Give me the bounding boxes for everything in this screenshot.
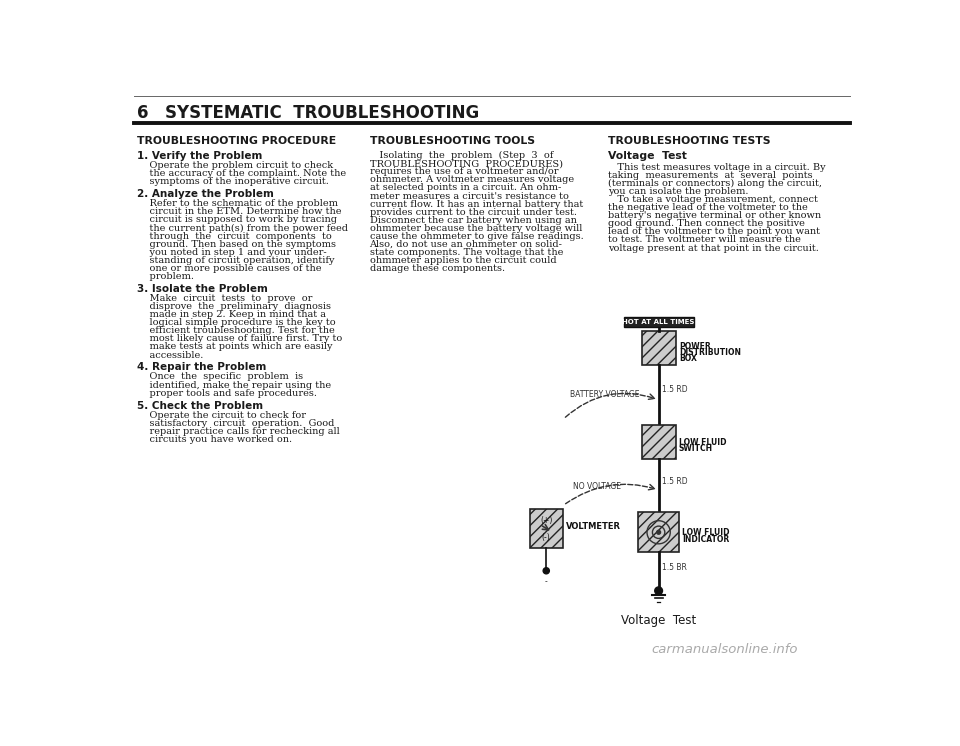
- Text: through  the  circuit  components  to: through the circuit components to: [137, 231, 332, 240]
- Text: POWER: POWER: [679, 342, 710, 351]
- Text: problem.: problem.: [137, 272, 194, 281]
- Text: disprove  the  preliminary  diagnosis: disprove the preliminary diagnosis: [137, 302, 331, 311]
- Text: Operate the problem circuit to check: Operate the problem circuit to check: [137, 161, 333, 170]
- Text: INDICATOR: INDICATOR: [682, 535, 730, 544]
- Text: you can isolate the problem.: you can isolate the problem.: [609, 187, 749, 196]
- Bar: [641, 331, 676, 366]
- Text: the negative lead of the voltmeter to the: the negative lead of the voltmeter to th…: [609, 203, 808, 212]
- Text: symptoms of the inoperative circuit.: symptoms of the inoperative circuit.: [137, 178, 329, 186]
- Text: 1.5 RD: 1.5 RD: [662, 477, 688, 486]
- Text: 1.5 RD: 1.5 RD: [662, 384, 688, 394]
- Text: (terminals or connectors) along the circuit,: (terminals or connectors) along the circ…: [609, 179, 823, 188]
- Text: requires the use of a voltmeter and/or: requires the use of a voltmeter and/or: [370, 167, 558, 176]
- Text: LOW FLUID: LOW FLUID: [679, 438, 727, 447]
- Circle shape: [543, 568, 549, 574]
- Text: DISTRIBUTION: DISTRIBUTION: [679, 348, 741, 357]
- Text: efficient troubleshooting. Test for the: efficient troubleshooting. Test for the: [137, 326, 335, 335]
- Text: ohmmeter applies to the circuit could: ohmmeter applies to the circuit could: [370, 256, 556, 266]
- Text: 2. Analyze the Problem: 2. Analyze the Problem: [137, 189, 274, 199]
- Text: state components. The voltage that the: state components. The voltage that the: [370, 248, 563, 257]
- Text: make tests at points which are easily: make tests at points which are easily: [137, 342, 332, 351]
- Text: damage these components.: damage these components.: [370, 264, 505, 273]
- Text: cause the ohmmeter to give false readings.: cause the ohmmeter to give false reading…: [370, 232, 584, 241]
- Text: provides current to the circuit under test.: provides current to the circuit under te…: [370, 207, 577, 217]
- Text: carmanualsonline.info: carmanualsonline.info: [651, 643, 798, 656]
- Text: battery's negative terminal or other known: battery's negative terminal or other kno…: [609, 211, 822, 220]
- Text: 4. Repair the Problem: 4. Repair the Problem: [137, 363, 267, 372]
- Text: TROUBLESHOOTING PROCEDURE: TROUBLESHOOTING PROCEDURE: [137, 136, 336, 145]
- Text: Refer to the schematic of the problem: Refer to the schematic of the problem: [137, 199, 338, 208]
- Circle shape: [657, 530, 660, 534]
- Text: Isolating  the  problem  (Step  3  of: Isolating the problem (Step 3 of: [370, 151, 553, 160]
- Text: -: -: [545, 577, 547, 586]
- Text: accessible.: accessible.: [137, 351, 204, 360]
- Text: lead of the voltmeter to the point you want: lead of the voltmeter to the point you w…: [609, 228, 820, 236]
- Text: proper tools and safe procedures.: proper tools and safe procedures.: [137, 389, 317, 398]
- Text: Also, do not use an ohmmeter on solid-: Also, do not use an ohmmeter on solid-: [370, 240, 563, 249]
- Text: TROUBLESHOOTING TOOLS: TROUBLESHOOTING TOOLS: [370, 136, 535, 145]
- Text: taking  measurements  at  several  points: taking measurements at several points: [609, 171, 813, 180]
- Text: To take a voltage measurement, connect: To take a voltage measurement, connect: [609, 195, 818, 204]
- Text: NO VOLTAGE: NO VOLTAGE: [573, 482, 621, 491]
- Text: TROUBLESHOOTING TESTS: TROUBLESHOOTING TESTS: [609, 136, 771, 145]
- Text: BOX: BOX: [679, 354, 697, 363]
- Text: Voltage  Test: Voltage Test: [609, 151, 687, 161]
- Text: BATTERY VOLTAGE: BATTERY VOLTAGE: [569, 390, 639, 399]
- Text: 3. Isolate the Problem: 3. Isolate the Problem: [137, 284, 268, 294]
- Text: LOW FLUID: LOW FLUID: [682, 527, 730, 536]
- Text: most likely cause of failure first. Try to: most likely cause of failure first. Try …: [137, 334, 343, 343]
- Text: ground. Then based on the symptoms: ground. Then based on the symptoms: [137, 239, 336, 248]
- Text: TROUBLESHOOTING  PROCEDURES): TROUBLESHOOTING PROCEDURES): [370, 159, 563, 168]
- Text: 6: 6: [137, 104, 149, 122]
- Text: Disconnect the car battery when using an: Disconnect the car battery when using an: [370, 216, 576, 225]
- Text: circuit is supposed to work by tracing: circuit is supposed to work by tracing: [137, 216, 337, 225]
- Text: (+): (+): [540, 516, 552, 525]
- Text: circuits you have worked on.: circuits you have worked on.: [137, 435, 292, 444]
- Text: the current path(s) from the power feed: the current path(s) from the power feed: [137, 224, 348, 233]
- Text: HOT AT ALL TIMES: HOT AT ALL TIMES: [622, 319, 695, 325]
- Text: at selected points in a circuit. An ohm-: at selected points in a circuit. An ohm-: [370, 184, 561, 192]
- Text: circuit in the ETM. Determine how the: circuit in the ETM. Determine how the: [137, 207, 342, 216]
- Text: repair practice calls for rechecking all: repair practice calls for rechecking all: [137, 427, 340, 436]
- Text: meter measures a circuit's resistance to: meter measures a circuit's resistance to: [370, 192, 568, 201]
- Text: Voltage  Test: Voltage Test: [621, 614, 696, 627]
- Text: 5. Check the Problem: 5. Check the Problem: [137, 401, 263, 410]
- Text: ohmmeter. A voltmeter measures voltage: ohmmeter. A voltmeter measures voltage: [370, 175, 574, 184]
- Text: you noted in step 1 and your under-: you noted in step 1 and your under-: [137, 248, 326, 257]
- Text: Make  circuit  tests  to  prove  or: Make circuit tests to prove or: [137, 294, 312, 303]
- Text: made in step 2. Keep in mind that a: made in step 2. Keep in mind that a: [137, 310, 326, 319]
- Text: the accuracy of the complaint. Note the: the accuracy of the complaint. Note the: [137, 169, 347, 178]
- Text: current flow. It has an internal battery that: current flow. It has an internal battery…: [370, 200, 583, 209]
- Text: This test measures voltage in a circuit. By: This test measures voltage in a circuit.…: [609, 163, 826, 172]
- Text: one or more possible causes of the: one or more possible causes of the: [137, 264, 322, 273]
- Text: standing of circuit operation, identify: standing of circuit operation, identify: [137, 256, 334, 265]
- Text: 1. Verify the Problem: 1. Verify the Problem: [137, 151, 262, 161]
- Circle shape: [655, 587, 662, 595]
- Text: voltage present at that point in the circuit.: voltage present at that point in the cir…: [609, 243, 819, 252]
- Text: satisfactory  circuit  operation.  Good: satisfactory circuit operation. Good: [137, 419, 334, 427]
- Bar: [624, 316, 693, 327]
- Text: good ground. Then connect the positive: good ground. Then connect the positive: [609, 219, 805, 228]
- Bar: [641, 425, 676, 459]
- Text: SYSTEMATIC  TROUBLESHOOTING: SYSTEMATIC TROUBLESHOOTING: [165, 104, 479, 122]
- Text: to test. The voltmeter will measure the: to test. The voltmeter will measure the: [609, 236, 802, 245]
- Text: ohmmeter because the battery voltage will: ohmmeter because the battery voltage wil…: [370, 224, 582, 233]
- Text: 1.5 BR: 1.5 BR: [662, 563, 687, 572]
- Text: (-): (-): [541, 533, 551, 542]
- Text: Operate the circuit to check for: Operate the circuit to check for: [137, 410, 306, 419]
- Text: VOLTMETER: VOLTMETER: [565, 521, 620, 530]
- Text: Once  the  specific  problem  is: Once the specific problem is: [137, 372, 303, 381]
- Text: logical simple procedure is the key to: logical simple procedure is the key to: [137, 319, 336, 327]
- Text: SWITCH: SWITCH: [679, 445, 713, 454]
- Bar: [638, 513, 679, 552]
- Text: identified, make the repair using the: identified, make the repair using the: [137, 380, 331, 389]
- Bar: [530, 510, 563, 548]
